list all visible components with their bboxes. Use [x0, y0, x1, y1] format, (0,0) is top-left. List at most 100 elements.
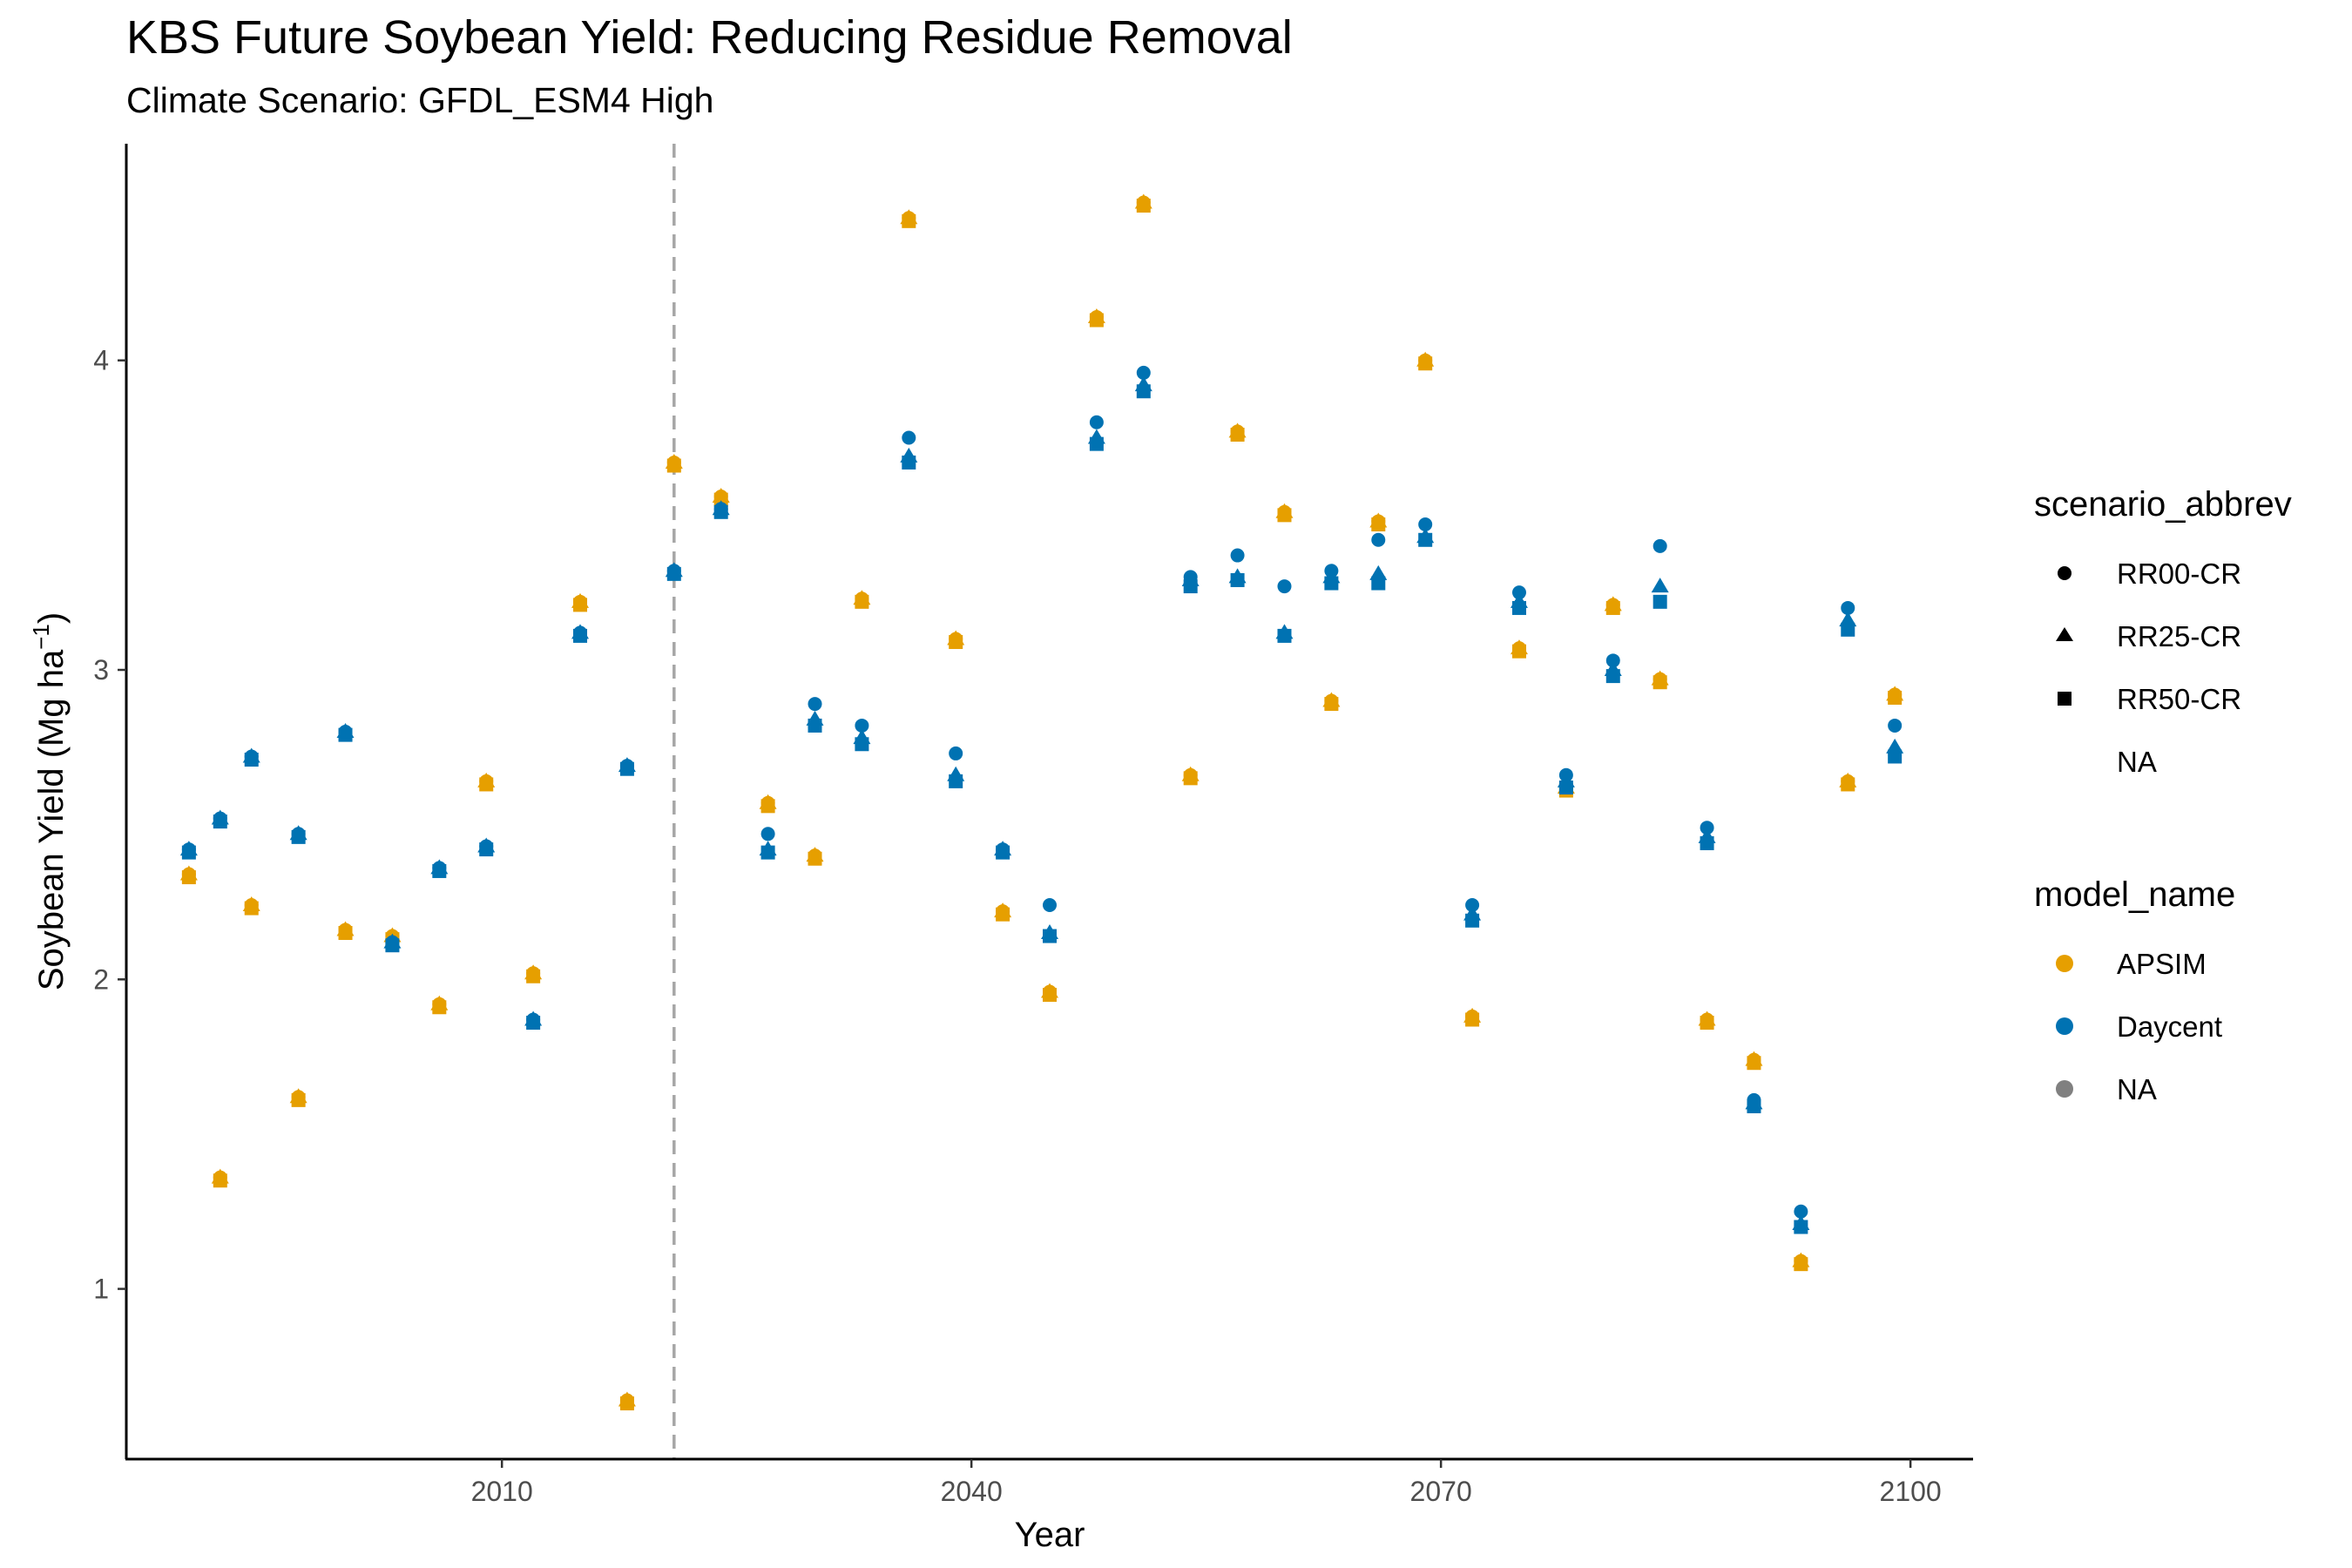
legend-key-circle — [2058, 566, 2072, 580]
data-point-square — [213, 814, 227, 829]
legend-key-apsim — [2056, 955, 2073, 972]
data-point-square — [181, 845, 196, 860]
data-point-square — [760, 799, 775, 814]
data-point-circle — [855, 718, 869, 733]
data-point-circle — [1652, 538, 1667, 553]
data-point-square — [291, 829, 306, 844]
legend-label-model-na: NA — [2117, 1073, 2157, 1105]
data-point-square — [479, 777, 494, 792]
x-tick-label: 2100 — [1880, 1476, 1942, 1507]
data-point-circle — [1465, 898, 1480, 913]
data-point-circle — [1043, 898, 1057, 913]
data-point-square — [1277, 628, 1292, 643]
data-point-square — [1747, 1056, 1761, 1071]
data-points-group — [179, 193, 1904, 1411]
data-point-square — [902, 455, 916, 470]
data-point-square — [1089, 313, 1104, 328]
data-point-square — [666, 566, 681, 581]
data-point-square — [808, 851, 822, 866]
legend-key-triangle — [2056, 627, 2073, 641]
data-point-square — [1794, 1220, 1808, 1234]
legend-label-rr25: RR25-CR — [2117, 620, 2241, 652]
legend-label-rr00: RR00-CR — [2117, 558, 2241, 590]
chart-title: KBS Future Soybean Yield: Reducing Resid… — [126, 11, 1293, 64]
data-point-square — [385, 938, 400, 953]
data-point-square — [1324, 697, 1339, 712]
data-point-square — [432, 1000, 447, 1015]
y-axis-title-close: ) — [32, 612, 71, 624]
data-point-square — [1652, 594, 1667, 609]
data-point-square — [1700, 835, 1714, 850]
data-point-square — [1043, 929, 1057, 943]
data-point-square — [1230, 427, 1245, 442]
data-point-square — [1371, 517, 1386, 532]
data-point-circle — [1371, 532, 1386, 547]
data-point-square — [338, 926, 353, 940]
data-point-square — [1418, 532, 1433, 547]
data-point-circle — [1277, 579, 1292, 594]
x-axis-title: Year — [1015, 1516, 1085, 1554]
legend-label-scenario-na: NA — [2117, 746, 2157, 778]
data-point-square — [1089, 436, 1104, 451]
y-tick-label: 1 — [93, 1274, 109, 1305]
legend: scenario_abbrev RR00-CR RR25-CR RR50-CR … — [2034, 485, 2292, 1105]
data-point-circle — [1605, 653, 1620, 668]
x-tick-label: 2070 — [1410, 1476, 1472, 1507]
legend-label-rr50: RR50-CR — [2117, 683, 2241, 715]
data-point-square — [1465, 1012, 1480, 1027]
axes-group — [125, 144, 1973, 1461]
data-point-square — [1465, 913, 1480, 928]
y-tick-label: 2 — [93, 963, 109, 995]
data-point-square — [1511, 600, 1526, 615]
legend-label-daycent: Daycent — [2117, 1010, 2222, 1043]
data-point-circle — [1418, 517, 1433, 532]
y-tick-label: 3 — [93, 654, 109, 686]
data-point-circle — [1794, 1204, 1808, 1219]
data-point-square — [1700, 1016, 1714, 1031]
data-point-square — [338, 727, 353, 742]
data-point-square — [902, 213, 916, 228]
data-point-square — [291, 1092, 306, 1107]
data-point-square — [479, 842, 494, 857]
data-point-square — [1652, 675, 1667, 690]
data-point-square — [244, 901, 259, 916]
legend-label-apsim: APSIM — [2117, 948, 2207, 980]
data-point-square — [855, 594, 869, 609]
data-point-square — [1605, 669, 1620, 684]
data-point-square — [713, 504, 728, 519]
data-point-circle — [1230, 548, 1245, 563]
y-axis-title-text: Soybean Yield (Mg ha — [32, 649, 71, 990]
data-point-square — [1371, 576, 1386, 591]
data-point-square — [1183, 579, 1198, 594]
data-point-circle — [902, 430, 916, 445]
data-point-circle — [1888, 718, 1903, 733]
data-point-square — [1888, 749, 1903, 764]
data-point-square — [573, 628, 588, 643]
data-point-square — [1605, 600, 1620, 615]
data-point-square — [1136, 384, 1151, 399]
legend-title-model: model_name — [2034, 875, 2235, 914]
data-point-square — [244, 753, 259, 767]
data-point-triangle — [1651, 578, 1669, 593]
data-point-circle — [1136, 365, 1151, 380]
data-point-square — [181, 870, 196, 885]
data-point-square — [526, 969, 541, 983]
data-point-square — [573, 598, 588, 612]
data-point-square — [949, 635, 963, 650]
data-point-circle — [1089, 415, 1104, 429]
data-point-circle — [1841, 600, 1855, 615]
ticks-group: 2010 2040 2070 2100 1 2 3 4 — [93, 345, 1942, 1507]
data-point-square — [760, 845, 775, 860]
x-tick-label: 2040 — [941, 1476, 1003, 1507]
data-point-square — [1230, 572, 1245, 587]
legend-key-daycent — [2056, 1017, 2073, 1035]
data-point-square — [1418, 356, 1433, 371]
x-tick-label: 2010 — [471, 1476, 533, 1507]
data-point-square — [666, 458, 681, 473]
data-point-square — [996, 845, 1010, 860]
chart-subtitle: Climate Scenario: GFDL_ESM4 High — [126, 80, 714, 120]
data-point-square — [1277, 508, 1292, 523]
data-point-square — [432, 863, 447, 878]
y-axis-title: Soybean Yield (Mg ha−1) — [28, 612, 71, 990]
